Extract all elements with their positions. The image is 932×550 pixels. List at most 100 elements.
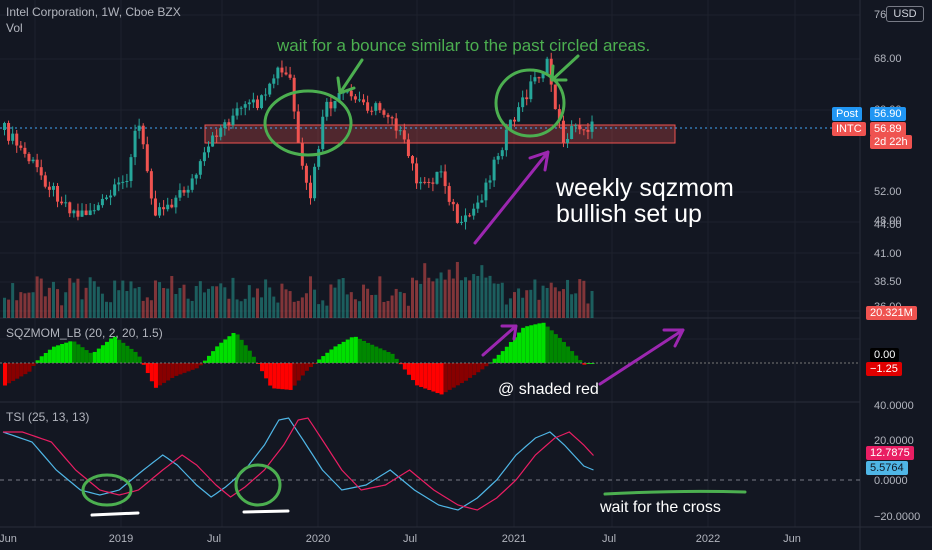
sqzmom-label[interactable]: SQZMOM_LB (20, 2, 20, 1.5) [6,326,163,340]
candle-body [419,181,423,184]
candle-body [366,102,370,111]
sqzmom-bar [15,363,20,379]
volume-bar [443,279,447,318]
sqzmom-bar [406,363,411,375]
sqzmom-bar [51,346,56,363]
volume-bar [202,292,206,318]
candle-body [231,115,235,125]
candle-body [472,208,476,216]
currency-button[interactable]: USD [886,6,924,22]
candle-body [190,178,194,190]
sqzmom-bar [23,363,28,375]
tsi-label[interactable]: TSI (25, 13, 13) [6,410,90,424]
volume-bar [125,291,129,318]
volume-bar [23,293,27,318]
volume-bar [223,287,227,318]
volume-bar [488,275,492,318]
volume-bar [459,280,463,318]
candle-body [207,146,210,153]
volume-bar [68,278,72,318]
volume-bar [194,286,198,318]
volume-bar [309,276,312,318]
candle-body [35,159,39,168]
volume-bar [480,265,484,318]
volume-bar [219,283,223,318]
volume-bar [333,287,337,318]
time-tick-label: 2019 [109,533,133,545]
sqzmom-bar [31,363,36,366]
volume-bar [545,287,549,318]
volume-bar [80,299,84,318]
sqzmom-bar [415,363,420,386]
sqzmom-bar [533,324,538,363]
sqzmom-bar [394,358,399,363]
candle-body [84,210,88,215]
candle-body [255,99,259,109]
candle-body [488,180,492,183]
candle-body [211,135,215,147]
sqzmom-bar [235,334,240,363]
candle-body [100,198,104,206]
volume-bar [39,278,43,318]
volume-bar [541,285,545,318]
candle-body [96,205,100,211]
sqzmom-bar [537,323,542,363]
time-tick-label: Jul [403,533,417,545]
volume-bar [284,289,288,318]
sqzmom-bar [370,344,375,363]
price-tick-label: 48.00 [874,215,902,227]
sqzmom-bar [178,363,183,375]
sqzmom-bar [304,363,309,371]
ticker-tag: INTC [832,122,866,136]
sqzmom-bar [137,356,142,363]
candle-body [304,165,308,183]
volume-bar [517,288,521,318]
candle-body [443,171,447,187]
volume-bar [378,276,382,318]
volume-bar [321,300,325,318]
volume-bar [464,277,468,318]
candle-body [521,97,525,108]
candle-body [88,210,92,215]
candle-body [590,121,594,132]
volume-bar [129,281,133,318]
volume-bar [447,269,451,318]
volume-bar [166,288,170,318]
sqzmom-bar [309,363,313,368]
sqzmom-bar [378,348,383,363]
candle-body [353,96,357,100]
price-tick-label: 38.50 [874,276,902,288]
sqzmom-bar [174,363,179,376]
volume-bar [525,290,529,318]
candle-body [3,123,6,130]
volume-bar [496,283,500,318]
tsi-tick-label: 0.0000 [874,475,908,487]
sqzmom-bar [472,363,477,376]
candle-body [280,67,284,73]
candle-body [92,210,96,212]
sqzmom-bar [492,358,497,363]
volume-bar [137,286,141,318]
candle-body [574,125,578,127]
annotation-top: wait for a bounce similar to the past ci… [277,36,651,55]
chart-title: Intel Corporation, 1W, Cboe BZX [6,5,181,19]
volume-bar [390,295,394,318]
volume-bar [435,278,439,318]
volume-bar [313,289,317,318]
sqzmom-bar [500,351,505,363]
tsi-tick-label: 40.0000 [874,400,914,412]
volume-bar [239,301,243,318]
volume-bar [570,294,574,318]
sqzmom-bar [231,332,236,363]
candle-body [578,125,582,130]
candle-body [537,77,541,79]
candle-body [121,181,125,183]
annotation-setup-2: bullish set up [556,200,702,228]
candle-body [170,204,174,208]
volume-bar [182,284,186,318]
sqzmom-bar [227,336,232,363]
volume-bar [27,292,31,318]
volume-bar [578,279,582,318]
sqzmom-bar [276,363,281,389]
